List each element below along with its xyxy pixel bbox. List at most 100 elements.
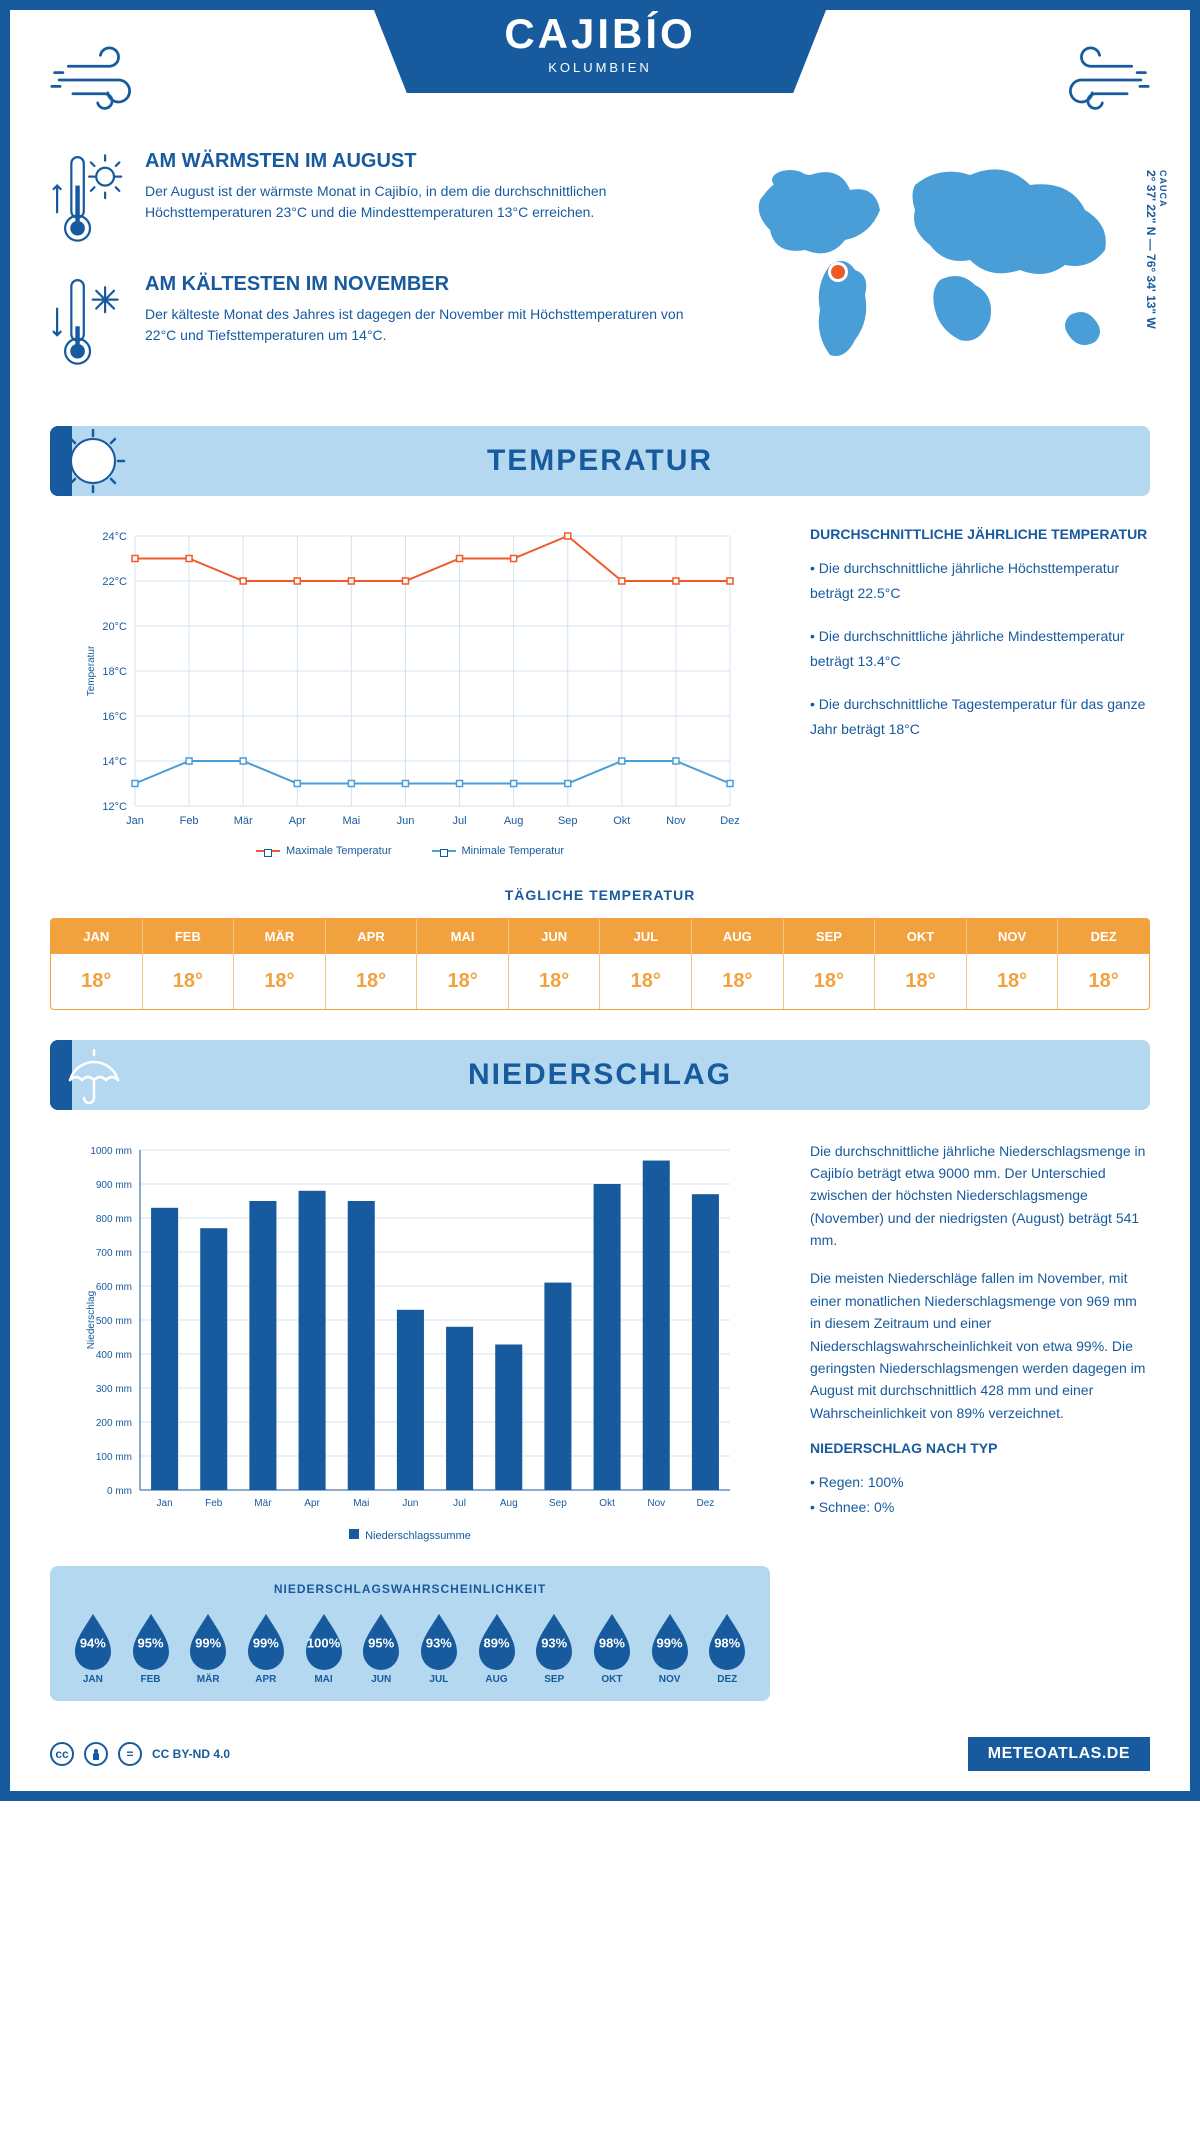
precipitation-heading: NIEDERSCHLAG: [80, 1058, 1120, 1092]
raindrop-icon: 93%: [530, 1610, 578, 1670]
raindrop-icon: 99%: [242, 1610, 290, 1670]
header: CAJIBÍO KOLUMBIEN: [50, 40, 1150, 120]
raindrop-icon: 93%: [415, 1610, 463, 1670]
svg-text:24°C: 24°C: [102, 531, 127, 543]
svg-text:800 mm: 800 mm: [96, 1214, 132, 1225]
drop-cell: 98% DEZ: [700, 1610, 754, 1685]
svg-text:20°C: 20°C: [102, 621, 127, 633]
drop-cell: 100% MAI: [297, 1610, 351, 1685]
drop-cell: 99% NOV: [643, 1610, 697, 1685]
coldest-text: Der kälteste Monat des Jahres ist dagege…: [145, 304, 700, 346]
title-banner: CAJIBÍO KOLUMBIEN: [370, 0, 830, 93]
drop-percent: 99%: [253, 1636, 279, 1651]
svg-text:Dez: Dez: [720, 815, 740, 827]
drop-percent: 93%: [426, 1636, 452, 1651]
precip-snow: • Schnee: 0%: [810, 1495, 1150, 1520]
daily-month-cell: DEZ: [1057, 919, 1149, 954]
svg-text:22°C: 22°C: [102, 576, 127, 588]
legend-max-label: Maximale Temperatur: [286, 845, 392, 857]
svg-text:300 mm: 300 mm: [96, 1384, 132, 1395]
daily-month-cell: MÄR: [233, 919, 325, 954]
temp-summary: DURCHSCHNITTLICHE JÄHRLICHE TEMPERATUR •…: [810, 526, 1150, 857]
svg-text:700 mm: 700 mm: [96, 1248, 132, 1259]
drop-cell: 98% OKT: [585, 1610, 639, 1685]
country-name: KOLUMBIEN: [430, 60, 770, 75]
drop-percent: 93%: [541, 1636, 567, 1651]
daily-value-cell: 18°: [51, 954, 142, 1009]
drop-month: JAN: [66, 1674, 120, 1685]
svg-text:12°C: 12°C: [102, 801, 127, 813]
svg-text:Nov: Nov: [666, 815, 686, 827]
drop-percent: 95%: [368, 1636, 394, 1651]
intro-row: AM WÄRMSTEN IM AUGUST Der August ist der…: [50, 150, 1150, 396]
drop-month: JUN: [354, 1674, 408, 1685]
raindrop-icon: 98%: [703, 1610, 751, 1670]
daily-month-cell: SEP: [783, 919, 875, 954]
drop-cell: 95% FEB: [124, 1610, 178, 1685]
daily-value-cell: 18°: [783, 954, 875, 1009]
temp-bullet-2: • Die durchschnittliche jährliche Mindes…: [810, 624, 1150, 674]
license-block: cc = CC BY-ND 4.0: [50, 1742, 230, 1766]
daily-value-cell: 18°: [966, 954, 1058, 1009]
svg-text:Feb: Feb: [205, 1498, 223, 1509]
svg-text:Temperatur: Temperatur: [86, 645, 97, 696]
drop-percent: 98%: [714, 1636, 740, 1651]
svg-text:Sep: Sep: [549, 1498, 567, 1509]
svg-text:Nov: Nov: [647, 1498, 665, 1509]
warmest-block: AM WÄRMSTEN IM AUGUST Der August ist der…: [50, 150, 700, 248]
drop-cell: 95% JUN: [354, 1610, 408, 1685]
svg-text:200 mm: 200 mm: [96, 1418, 132, 1429]
raindrop-icon: 89%: [473, 1610, 521, 1670]
drop-month: AUG: [470, 1674, 524, 1685]
temperature-heading: TEMPERATUR: [80, 444, 1120, 478]
drop-cell: 93% JUL: [412, 1610, 466, 1685]
svg-text:Jun: Jun: [397, 815, 415, 827]
temperature-line-chart: 12°C14°C16°C18°C20°C22°C24°CJanFebMärApr…: [50, 526, 770, 836]
svg-text:Mai: Mai: [342, 815, 360, 827]
svg-text:Jul: Jul: [453, 815, 467, 827]
daily-value-cell: 18°: [325, 954, 417, 1009]
drop-month: FEB: [124, 1674, 178, 1685]
svg-text:Niederschlag: Niederschlag: [86, 1290, 97, 1348]
legend-min-label: Minimale Temperatur: [462, 845, 565, 857]
svg-text:Feb: Feb: [180, 815, 199, 827]
daily-month-cell: JUN: [508, 919, 600, 954]
precip-p2: Die meisten Niederschläge fallen im Nove…: [810, 1267, 1150, 1424]
daily-month-cell: FEB: [142, 919, 234, 954]
svg-text:100 mm: 100 mm: [96, 1452, 132, 1463]
svg-text:400 mm: 400 mm: [96, 1350, 132, 1361]
temp-summary-heading: DURCHSCHNITTLICHE JÄHRLICHE TEMPERATUR: [810, 526, 1150, 542]
drop-month: OKT: [585, 1674, 639, 1685]
cc-icon: cc: [50, 1742, 74, 1766]
drop-percent: 95%: [137, 1636, 163, 1651]
drop-month: MÄR: [181, 1674, 235, 1685]
daily-value-cell: 18°: [691, 954, 783, 1009]
svg-text:900 mm: 900 mm: [96, 1180, 132, 1191]
svg-text:500 mm: 500 mm: [96, 1316, 132, 1327]
warmest-title: AM WÄRMSTEN IM AUGUST: [145, 150, 700, 173]
svg-text:0 mm: 0 mm: [107, 1486, 132, 1497]
svg-text:Jan: Jan: [157, 1498, 173, 1509]
by-icon: [84, 1742, 108, 1766]
drop-percent: 98%: [599, 1636, 625, 1651]
precipitation-probability-box: NIEDERSCHLAGSWAHRSCHEINLICHKEIT 94% JAN …: [50, 1566, 770, 1701]
raindrop-icon: 95%: [357, 1610, 405, 1670]
drop-month: JUL: [412, 1674, 466, 1685]
precip-type-heading: NIEDERSCHLAG NACH TYP: [810, 1440, 1150, 1456]
drop-cell: 89% AUG: [470, 1610, 524, 1685]
svg-text:Mär: Mär: [234, 815, 253, 827]
drop-month: APR: [239, 1674, 293, 1685]
precip-legend: Niederschlagssumme: [50, 1529, 770, 1542]
nd-icon: =: [118, 1742, 142, 1766]
precip-p1: Die durchschnittliche jährliche Niedersc…: [810, 1140, 1150, 1252]
map-container: CAUCA 2° 37' 22" N — 76° 34' 13" W: [730, 150, 1150, 396]
daily-month-cell: JUL: [599, 919, 691, 954]
license-text: CC BY-ND 4.0: [152, 1747, 230, 1761]
precip-rain: • Regen: 100%: [810, 1470, 1150, 1495]
daily-month-cell: APR: [325, 919, 417, 954]
svg-text:Jul: Jul: [453, 1498, 466, 1509]
city-name: CAJIBÍO: [430, 10, 770, 58]
svg-text:Mär: Mär: [254, 1498, 272, 1509]
coldest-block: AM KÄLTESTEN IM NOVEMBER Der kälteste Mo…: [50, 273, 700, 371]
raindrop-icon: 95%: [127, 1610, 175, 1670]
